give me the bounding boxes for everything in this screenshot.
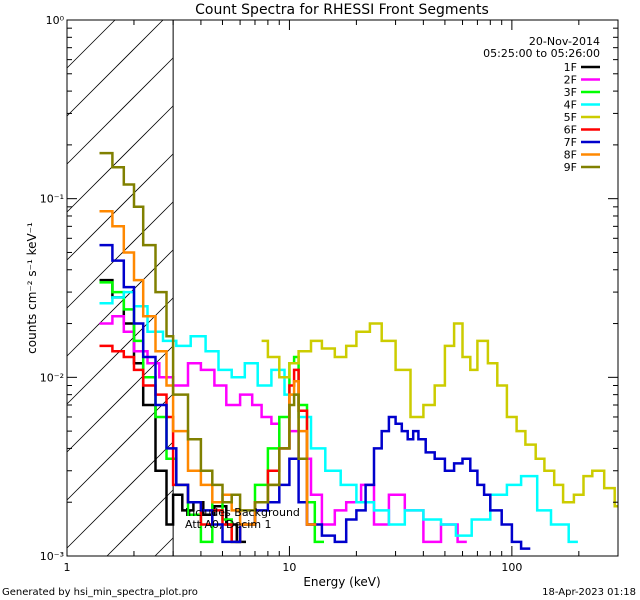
series-lines [99, 151, 618, 550]
plot-frame [66, 19, 619, 557]
y-tick-label: 10⁻¹ [40, 193, 64, 206]
series-9F-line [99, 151, 308, 512]
annotation-attenuator: Att A0, Decim 1 [185, 518, 272, 531]
hatch-line [66, 345, 174, 453]
legend-label: 2F [564, 74, 577, 87]
hatch-line [66, 153, 174, 261]
legend-label: 6F [564, 124, 577, 137]
legend-label: 3F [564, 86, 577, 99]
date-label: 20-Nov-2014 [529, 35, 600, 48]
legend-label: 4F [564, 99, 577, 112]
hatch-line [66, 201, 174, 309]
legend-label: 7F [564, 136, 577, 149]
hatch-line [154, 537, 174, 557]
series-5F-line [261, 322, 618, 508]
hatch-line [66, 19, 116, 69]
series-7F-line [99, 243, 531, 550]
legend-label: 9F [564, 161, 577, 174]
hatch-line [66, 19, 164, 117]
x-tick-label: 10 [282, 561, 296, 574]
y-tick-label: 10⁻² [40, 371, 64, 384]
x-tick-label: 1 [64, 561, 71, 574]
chart-title: Count Spectra for RHESSI Front Segments [195, 2, 489, 18]
hatch-line [66, 249, 174, 357]
y-axis-label: counts cm⁻² s⁻¹ keV⁻¹ [25, 222, 39, 354]
x-axis-label: Energy (keV) [303, 575, 380, 589]
legend-label: 8F [564, 149, 577, 162]
series-1F-line [99, 278, 246, 544]
time-range-label: 05:25:00 to 05:26:00 [483, 47, 600, 60]
hatch-line [66, 57, 174, 165]
excluded-energy-region [66, 19, 174, 557]
hatch-line [66, 441, 174, 549]
axis-ticks: 1 10 100 10⁰ 10⁻¹ 10⁻² 10⁻³ [40, 14, 619, 574]
y-tick-label: 10⁰ [46, 14, 65, 27]
hatch-line [66, 393, 174, 501]
series-8F-line [99, 210, 317, 526]
legend-label: 1F [564, 61, 577, 74]
y-tick-label: 10⁻³ [40, 550, 64, 563]
x-tick-label: 100 [501, 561, 522, 574]
footer-generated-by: Generated by hsi_min_spectra_plot.pro [2, 587, 198, 598]
hatch-line [106, 489, 174, 557]
hatch-line [66, 105, 174, 213]
footer-timestamp: 18-Apr-2023 01:18 [542, 587, 636, 598]
series-6F-line [99, 344, 317, 544]
legend-label: 5F [564, 111, 577, 124]
annotation-background: Includes Background [185, 506, 300, 519]
